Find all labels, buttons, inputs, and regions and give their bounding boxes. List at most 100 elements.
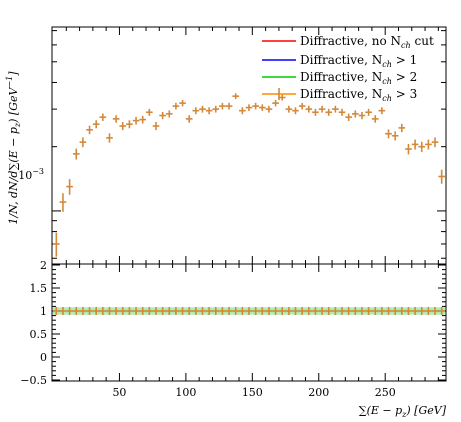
ratio-y-tick-label: 1.5 [30,282,48,295]
ratio-point [172,307,180,315]
ylabel-mid: (E − p [7,127,20,163]
ratio-y-tick-label: 2 [40,259,47,272]
ratio-point [245,307,253,315]
ratio-y-tick-label: 0.5 [30,328,48,341]
data-point [338,108,346,116]
data-point [298,102,306,110]
ylabel-close: ] [7,71,20,77]
legend-label-3-text: Diffractive, N [300,87,382,101]
legend-label-0-suffix: cut [411,34,434,48]
data-point [239,107,246,115]
ratio-point [239,307,246,315]
data-point [292,107,299,115]
data-point [199,105,206,113]
ratio-point [272,307,279,315]
ratio-point [225,307,233,315]
legend-label-1: Diffractive, Nch > 1 [300,53,417,69]
data-point [278,94,286,101]
data-point [252,102,259,110]
ratio-point [79,307,87,315]
main-y-tick-label: 10−3 [18,167,44,182]
data-point [345,113,352,121]
ratio-point [179,307,186,315]
x-tick-label: 150 [242,386,263,399]
data-point [438,169,445,184]
data-point [99,113,107,121]
ratio-point [185,307,193,315]
ratio-point [305,307,313,315]
main-axis-ticks [52,27,446,264]
data-point [398,123,406,133]
data-point [418,141,426,152]
ylabel-sub: z [13,122,22,128]
ylabel-sigma: ∑ [7,163,20,171]
ratio-point [106,307,113,315]
ratio-point [119,307,127,315]
ratio-point [371,307,379,315]
legend-label-1-sub: ch [382,60,392,69]
y-tick-exp: −3 [32,167,44,176]
ratio-point [358,307,366,315]
ratio-point [165,307,173,315]
ratio-point [112,307,120,315]
legend-label-3-sub: ch [382,94,392,103]
data-point [245,104,253,111]
x-axis-title: ∑(E − pz) [GeV] [359,404,447,419]
legend-label-0-sub: ch [401,41,411,50]
ylabel-tail: ) [GeV [7,86,20,123]
data-point [312,108,319,116]
legend-label-3-suffix: > 3 [392,87,417,101]
ratio-axis-ticks: 50 100 150 200 250 −0.5 0 0.5 1 1.5 2 [20,259,446,399]
ratio-point [219,307,226,315]
ratio-point [66,307,73,315]
data-point [272,100,279,107]
ratio-point [232,307,240,315]
data-point [258,104,266,111]
ratio-point [391,307,399,315]
ratio-y-tick-label: 1 [40,305,47,318]
ratio-point [351,307,359,315]
x-tick-label: 50 [112,386,126,399]
ratio-y-tick-label: 0 [40,351,47,364]
xlabel-lead: (E − p [367,404,403,417]
ratio-point [418,307,426,315]
data-point [106,133,113,143]
data-point [371,115,379,123]
xlabel-sub: z [401,410,407,419]
data-point [179,100,186,107]
ratio-point [192,307,200,315]
ratio-point [212,307,220,315]
legend-label-2-sub: ch [382,77,392,86]
data-point [411,139,419,150]
data-point [119,122,127,131]
ratio-point [285,307,293,315]
data-point [425,139,432,150]
ylabel-lead: 1/N, dN/d [7,171,20,225]
legend-label-2-text: Diffractive, N [300,70,382,84]
ratio-point [298,307,306,315]
data-point [132,116,140,125]
data-point [318,105,326,113]
ratio-point [126,307,133,315]
legend-label-3: Diffractive, Nch > 3 [300,87,417,103]
ratio-point [92,307,100,315]
ratio-point [425,307,432,315]
data-point [358,111,366,120]
data-point [86,125,93,135]
legend: Diffractive, no Nch cut Diffractive, Nch… [262,34,434,103]
ratio-point [385,307,392,315]
ratio-point [431,307,439,315]
ratio-point [258,307,266,315]
data-point [385,129,392,139]
ratio-point [252,307,259,315]
ratio-point [312,307,319,315]
ratio-point [318,307,326,315]
ratio-data-points [53,307,445,315]
ratio-point [278,307,286,315]
ratio-point [139,307,147,315]
ratio-y-tick-label: −0.5 [20,374,47,387]
legend-label-1-text: Diffractive, N [300,53,382,67]
ratio-point [365,307,372,315]
ratio-point [405,307,412,315]
